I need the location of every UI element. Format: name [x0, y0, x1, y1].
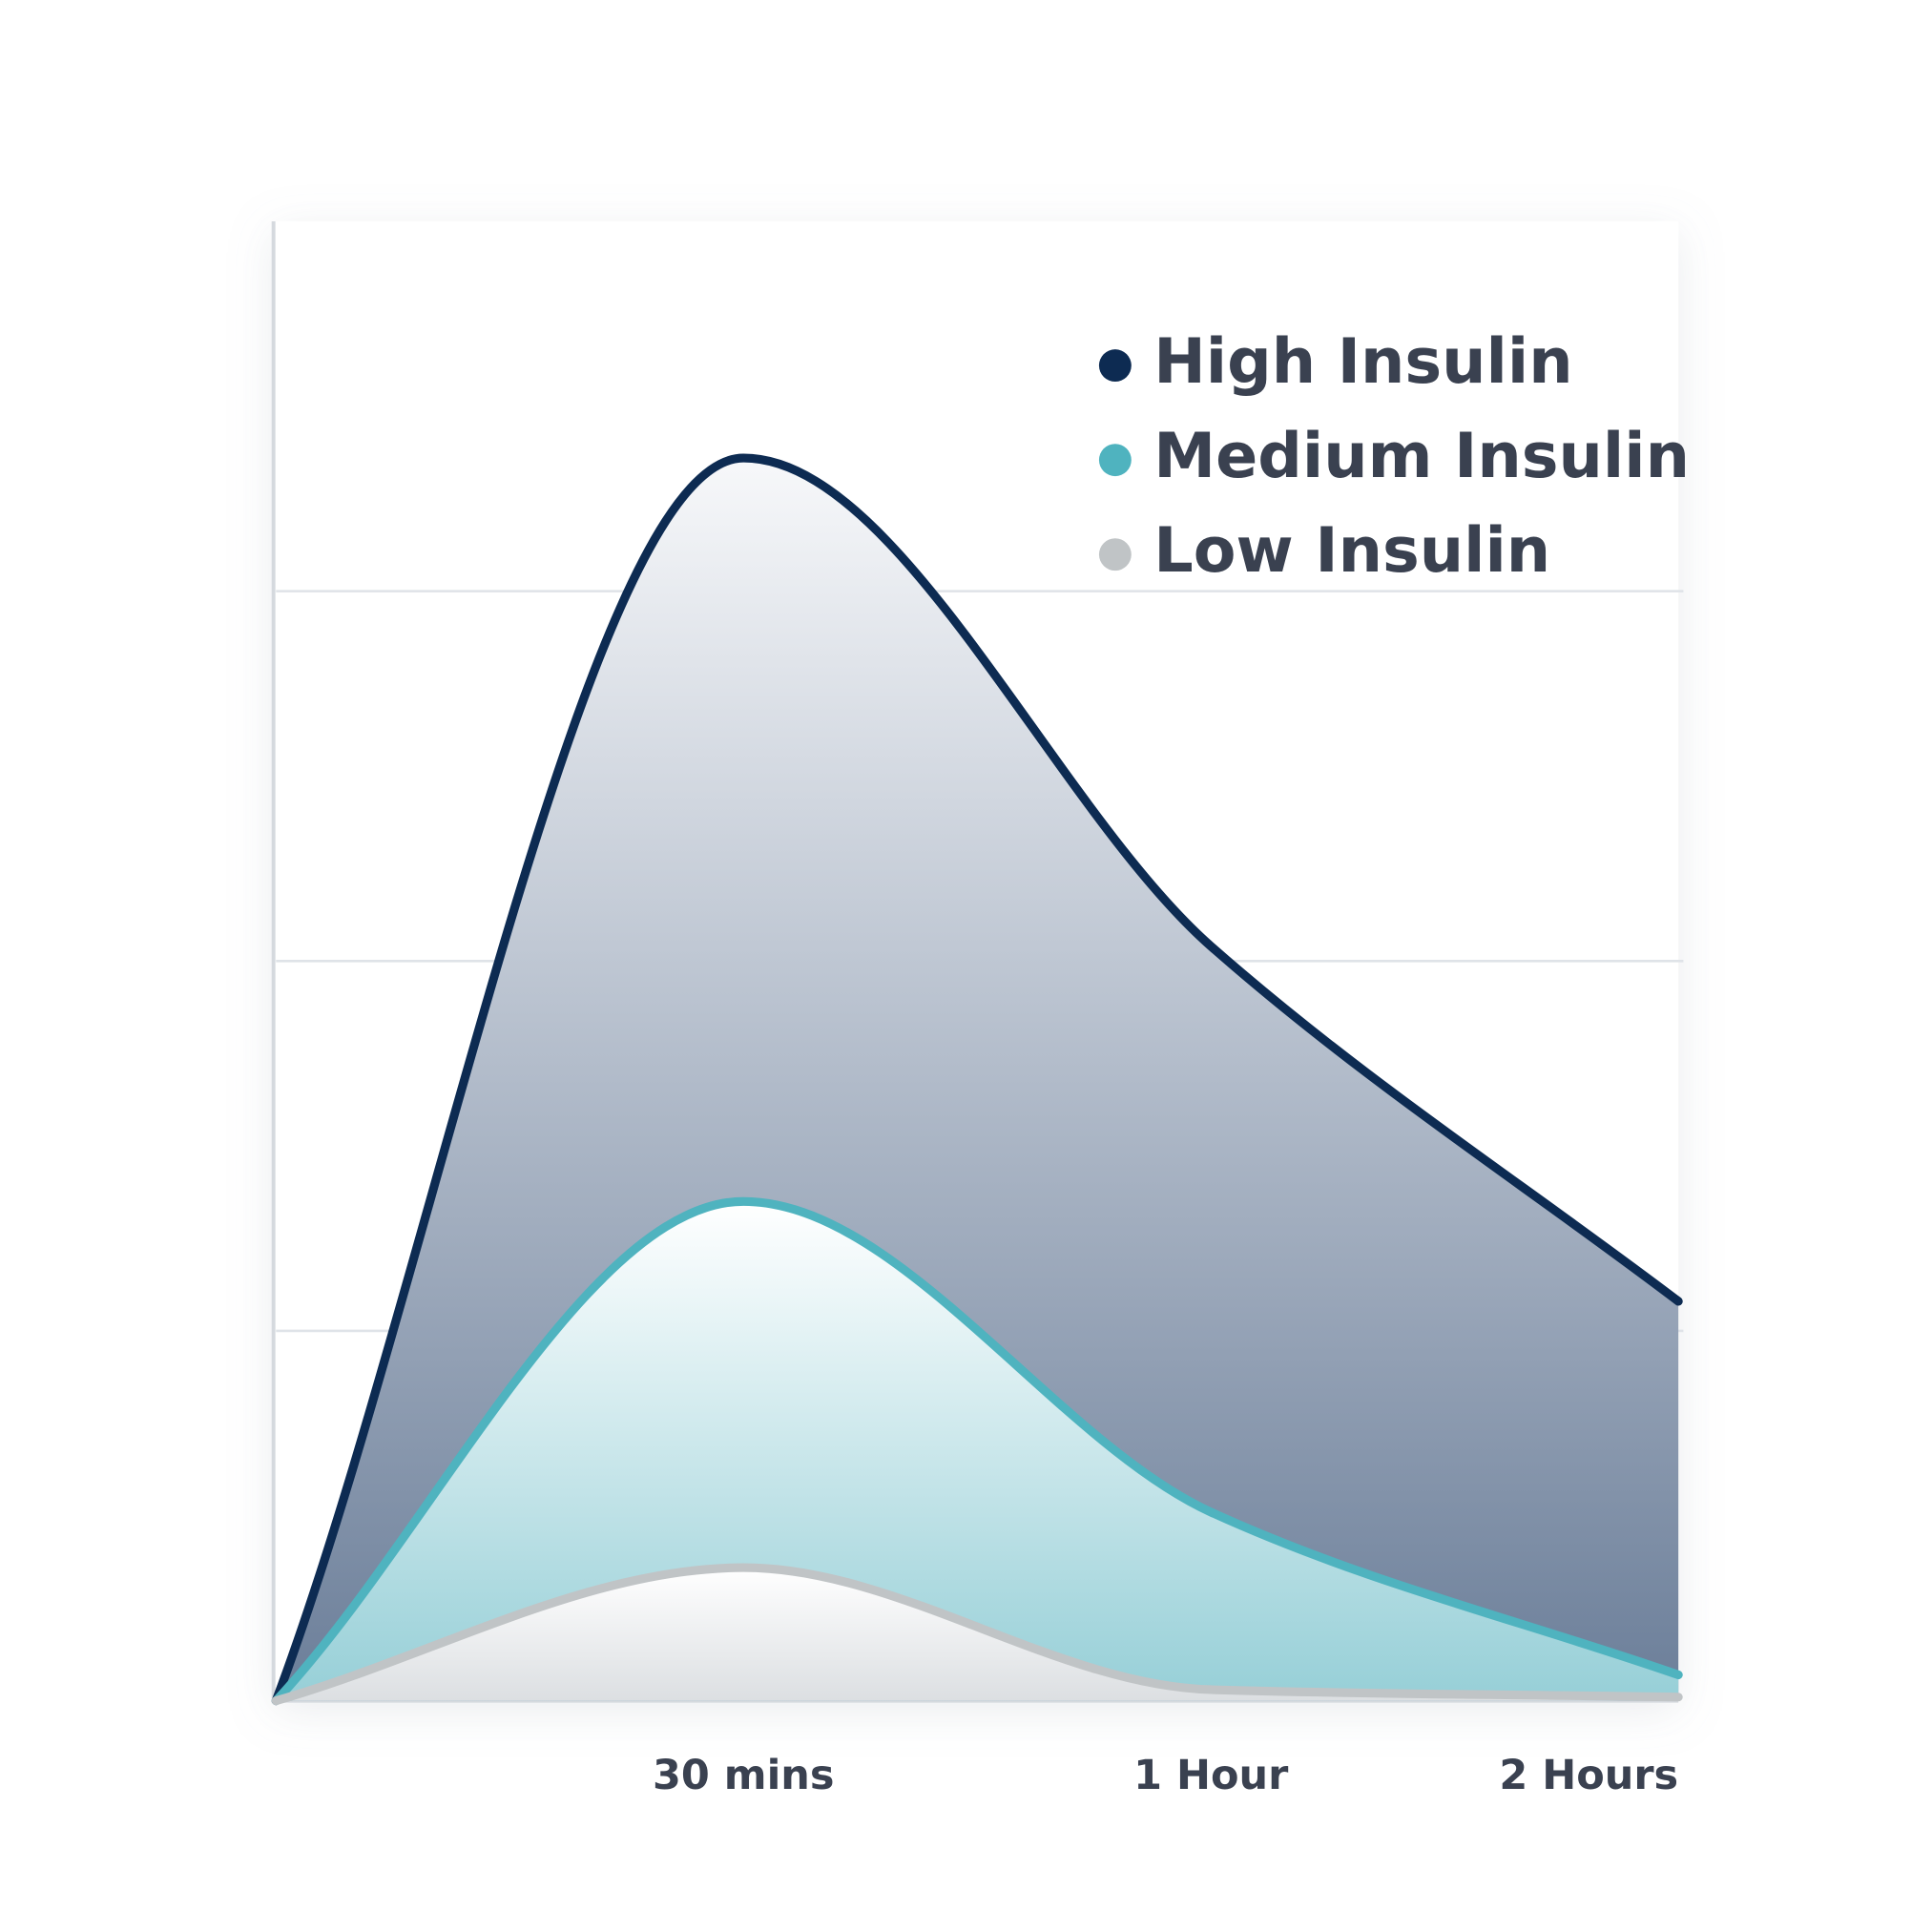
- legend-label: Low Insulin: [1153, 515, 1550, 587]
- line: [271, 1563, 1683, 1706]
- x-tick-label: 1 Hour: [1133, 1752, 1289, 1799]
- line: [271, 453, 1683, 1706]
- x-tick-label: 2 Hours: [1499, 1752, 1678, 1799]
- legend-label: High Insulin: [1153, 326, 1572, 398]
- x-tick-label: 30 mins: [653, 1752, 835, 1799]
- area-fill: [276, 1568, 1679, 1701]
- legend-marker: [1098, 349, 1132, 383]
- legend-marker: [1098, 538, 1132, 571]
- line: [271, 1196, 1683, 1706]
- legend-marker: [1098, 444, 1132, 477]
- area-fill: [276, 1201, 1679, 1701]
- legend-label: Medium Insulin: [1153, 421, 1690, 492]
